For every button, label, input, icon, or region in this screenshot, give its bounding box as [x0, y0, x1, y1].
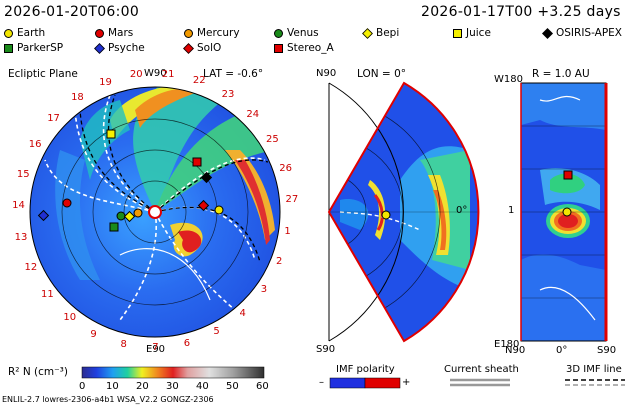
- radial-top-left: W180: [494, 74, 523, 85]
- carrington-label: 16: [28, 139, 42, 151]
- carrington-label: 6: [183, 337, 191, 349]
- radial-y-mid: 1: [508, 205, 515, 216]
- mars-marker-icon: [95, 28, 104, 38]
- earth-marker-icon: [4, 28, 13, 38]
- imf-plus-label: +: [402, 377, 411, 388]
- meridional-plane-panel: [327, 81, 480, 343]
- colorbar-tick-30: 30: [166, 381, 179, 392]
- radial-x-right: S90: [597, 345, 617, 356]
- legend-juice: Juice: [453, 27, 491, 39]
- ecliptic-plane-panel: [29, 86, 281, 338]
- colorbar-tick-40: 40: [196, 381, 209, 392]
- bepi-ecliptic-marker: [123, 210, 136, 223]
- legend-osiris-apex: OSIRIS-APEX: [542, 27, 622, 39]
- juice-marker-icon: [453, 28, 462, 38]
- ecliptic-title: Ecliptic Plane: [8, 68, 78, 80]
- stereo-a-marker-icon: [274, 43, 283, 53]
- mercury-ecliptic-marker: [133, 208, 143, 218]
- carrington-label: 20: [129, 69, 143, 81]
- earth-ecliptic-marker: [214, 205, 224, 215]
- imf-minus-label: –: [319, 377, 324, 388]
- venus-ecliptic-marker: [116, 211, 126, 221]
- legend-stereo-a: Stereo_A: [274, 42, 334, 54]
- colorbar-label: R² N (cm⁻³): [8, 366, 68, 378]
- legend-mars: Mars: [95, 27, 133, 39]
- radial-x-left: N90: [505, 345, 526, 356]
- current-sheath-symbol: [450, 378, 510, 387]
- colorbar-tick-0: 0: [79, 381, 86, 392]
- carrington-label: 17: [47, 113, 60, 125]
- radial-r: R = 1.0 AU: [532, 68, 590, 80]
- psyche-ecliptic-marker: [37, 209, 50, 222]
- carrington-label: 3: [260, 284, 268, 296]
- carrington-label: 23: [221, 88, 235, 100]
- carrington-label: 10: [63, 311, 77, 323]
- juice-ecliptic-marker: [106, 129, 116, 139]
- model-footer: ENLIL-2.7 lowres-2306-a4b1 WSA_V2.2 GONG…: [2, 395, 214, 404]
- imf-polarity-positive: [364, 377, 401, 389]
- ecliptic-bottom-label: E90: [146, 344, 166, 355]
- meridional-lon: LON = 0°: [357, 68, 406, 80]
- density-colorbar: [81, 366, 265, 379]
- carrington-label: 22: [192, 75, 206, 87]
- mercury-marker-icon: [184, 28, 193, 38]
- mars-ecliptic-marker: [62, 198, 72, 208]
- solo-ecliptic-marker: [197, 199, 210, 212]
- legend-earth: Earth: [4, 27, 45, 39]
- radial-x-mid: 0°: [556, 345, 568, 356]
- earth-radial-marker: [562, 207, 572, 217]
- colorbar-tick-10: 10: [106, 381, 119, 392]
- carrington-label: 7: [152, 341, 159, 353]
- imf-line-symbol: [565, 379, 625, 386]
- legend-bepi: Bepi: [362, 27, 399, 39]
- legend-psyche: Psyche: [94, 42, 145, 54]
- carrington-label: 11: [41, 289, 54, 301]
- radial-panel: [520, 82, 608, 342]
- venus-marker-icon: [274, 28, 283, 38]
- colorbar-tick-50: 50: [226, 381, 239, 392]
- meridional-right-label: 0°: [456, 205, 468, 216]
- imf-polarity-label: IMF polarity: [336, 364, 395, 375]
- ecliptic-top-label: W90: [144, 68, 167, 79]
- earth-meridional-marker: [381, 210, 391, 220]
- parkersp-marker-icon: [4, 43, 13, 53]
- current-sheath-label: Current sheath: [444, 364, 519, 375]
- carrington-label: 21: [161, 68, 175, 80]
- carrington-label: 5: [213, 325, 220, 337]
- carrington-label: 27: [285, 193, 299, 205]
- ecliptic-lat: LAT = -0.6°: [203, 68, 264, 80]
- carrington-label: 19: [99, 77, 112, 89]
- carrington-label: 12: [24, 262, 38, 274]
- osiris-apex-ecliptic-marker: [200, 171, 213, 184]
- carrington-label: 15: [16, 168, 30, 180]
- stereo-a-ecliptic-marker: [192, 157, 202, 167]
- model-time: 2026-01-20T06:00: [4, 4, 140, 20]
- carrington-label: 25: [266, 133, 279, 145]
- imf-line-label: 3D IMF line: [566, 364, 622, 375]
- carrington-label: 14: [12, 200, 25, 212]
- imf-polarity-negative: [329, 377, 366, 389]
- carrington-label: 24: [246, 108, 260, 120]
- radial-bottom-left: E180: [494, 339, 520, 350]
- carrington-label: 1: [284, 225, 291, 237]
- parkersp-ecliptic-marker: [109, 222, 119, 232]
- legend-parkersp: ParkerSP: [4, 42, 63, 54]
- carrington-label: 4: [239, 307, 246, 319]
- legend-solo: SolO: [183, 42, 221, 54]
- meridional-bottom-label: S90: [316, 344, 336, 355]
- carrington-label: 26: [279, 162, 293, 174]
- carrington-label: 8: [120, 339, 127, 350]
- run-time: 2026-01-17T00 +3.25 days: [421, 4, 621, 20]
- carrington-label: 18: [71, 92, 84, 104]
- carrington-label: 9: [90, 328, 97, 340]
- colorbar-tick-60: 60: [256, 381, 269, 392]
- colorbar-tick-20: 20: [136, 381, 149, 392]
- meridional-top-label: N90: [316, 68, 337, 79]
- legend-mercury: Mercury: [184, 27, 240, 39]
- stereo-a-radial-marker: [563, 170, 573, 180]
- carrington-label: 13: [14, 231, 28, 243]
- legend-venus: Venus: [274, 27, 319, 39]
- carrington-label: 2: [276, 256, 283, 268]
